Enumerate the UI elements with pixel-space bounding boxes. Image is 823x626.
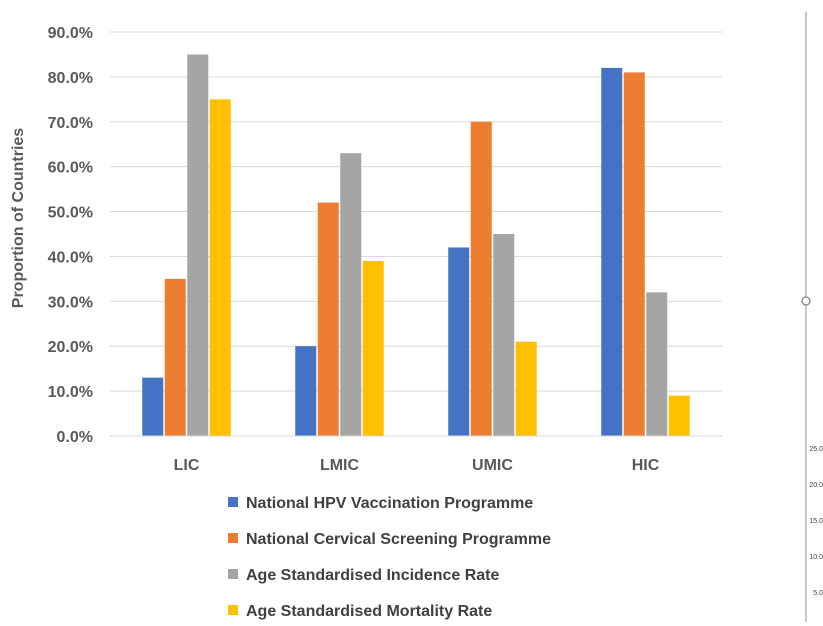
bar <box>340 153 362 436</box>
legend: National HPV Vaccination Programme Nation… <box>228 495 551 620</box>
side-scroll-handle[interactable] <box>801 296 811 306</box>
bar <box>601 67 623 437</box>
y-tick-label: 60.0% <box>48 160 93 177</box>
y-tick-label: 0.0% <box>57 429 93 446</box>
y-tick-label: 10.0% <box>48 384 93 401</box>
bar <box>493 234 515 436</box>
legend-swatch <box>228 569 238 579</box>
legend-swatch <box>228 533 238 543</box>
bar <box>142 377 164 436</box>
bar <box>448 247 470 436</box>
side-axis-tick-label: 25.0 <box>809 446 823 453</box>
side-axis-tick-label: 15.0 <box>809 518 823 525</box>
bar <box>295 346 317 436</box>
x-category-label: LMIC <box>320 457 360 474</box>
legend-swatch <box>228 497 238 507</box>
y-tick-label: 40.0% <box>48 249 93 266</box>
side-axis-ticks: 25.0 20.0 15.0 10.0 5.0 <box>809 446 823 597</box>
legend-label: National HPV Vaccination Programme <box>246 495 533 512</box>
y-tick-label: 70.0% <box>48 115 93 132</box>
x-category-label: UMIC <box>472 457 513 474</box>
bars <box>142 54 690 437</box>
bar <box>515 341 537 436</box>
side-axis-tick-label: 10.0 <box>809 554 823 561</box>
legend-label: Age Standardised Mortality Rate <box>246 603 492 620</box>
y-tick-label: 20.0% <box>48 339 93 356</box>
bar <box>646 292 668 436</box>
y-tick-label: 30.0% <box>48 294 93 311</box>
side-axis-tick-label: 5.0 <box>813 590 823 597</box>
y-tick-label: 90.0% <box>48 25 93 42</box>
side-axis-tick-label: 20.0 <box>809 482 823 489</box>
bar <box>187 54 209 436</box>
y-tick-label: 50.0% <box>48 205 93 222</box>
y-axis-ticks: 0.0% 10.0% 20.0% 30.0% 40.0% 50.0% 60.0% 70.0% 8… <box>48 25 93 446</box>
bar <box>317 202 339 436</box>
y-axis-label: Proportion of Countries <box>10 128 27 309</box>
x-category-label: HIC <box>632 457 660 474</box>
y-tick-label: 80.0% <box>48 70 93 87</box>
bar <box>164 278 186 436</box>
legend-label: Age Standardised Incidence Rate <box>246 567 500 584</box>
bar <box>668 395 690 436</box>
bar <box>362 260 384 436</box>
x-category-label: LIC <box>174 457 200 474</box>
bar <box>209 99 231 436</box>
legend-label: National Cervical Screening Programme <box>246 531 551 548</box>
bar <box>623 72 645 437</box>
x-axis-categories: LIC LMIC UMIC HIC <box>174 457 660 474</box>
legend-swatch <box>228 605 238 615</box>
bar <box>470 121 492 437</box>
